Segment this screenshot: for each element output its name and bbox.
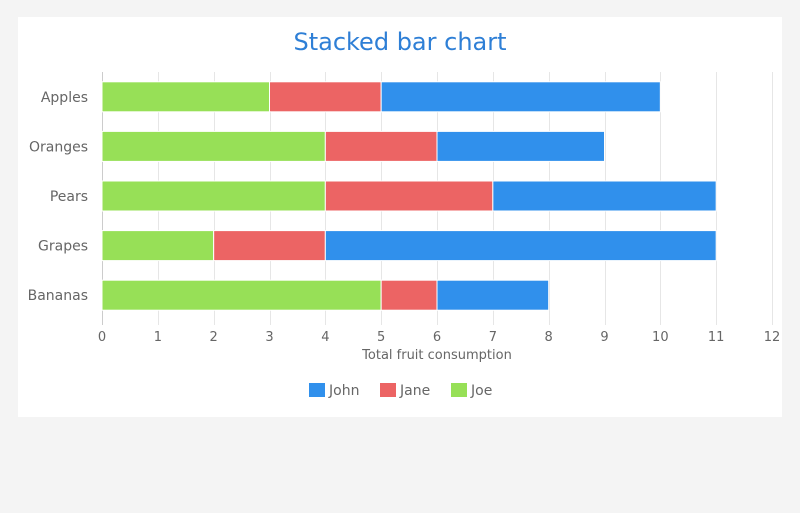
bar-john-oranges[interactable] — [436, 130, 605, 162]
bar-jane-oranges[interactable] — [324, 130, 438, 162]
legend-swatch-jane[interactable] — [380, 383, 396, 397]
x-tick-label: 1 — [154, 330, 162, 345]
x-tick-label: 2 — [210, 330, 218, 345]
x-tick-label: 3 — [265, 330, 273, 345]
x-tick-label: 9 — [600, 330, 608, 345]
category-label: Grapes — [38, 239, 88, 255]
chart-card: Stacked bar chart Apples Oranges Pears Grap… — [18, 17, 782, 417]
legend-label-jane[interactable]: Jane — [399, 383, 430, 399]
x-tick-label: 5 — [377, 330, 385, 345]
chart-title: Stacked bar chart — [293, 28, 506, 56]
x-tick-label: 7 — [489, 330, 497, 345]
bar-jane-grapes[interactable] — [213, 230, 326, 262]
category-labels: Apples Oranges Pears Grapes Bananas — [28, 90, 88, 304]
x-tick-label: 8 — [545, 330, 553, 345]
bar-jane-apples[interactable] — [269, 81, 382, 113]
x-tick-label: 4 — [321, 330, 329, 345]
x-tick-label: 10 — [652, 330, 669, 345]
legend: John Jane Joe — [309, 383, 492, 399]
x-tick-label: 6 — [433, 330, 441, 345]
x-tick-label: 11 — [708, 330, 725, 345]
category-label: Pears — [50, 189, 88, 205]
legend-label-joe[interactable]: Joe — [470, 383, 492, 399]
bars-layer — [101, 81, 717, 311]
legend-swatch-john[interactable] — [309, 383, 325, 397]
stacked-bar-chart: Stacked bar chart Apples Oranges Pears Grap… — [28, 28, 781, 399]
bar-john-apples[interactable] — [380, 81, 661, 113]
category-label: Oranges — [29, 139, 88, 155]
bar-john-grapes[interactable] — [324, 230, 717, 262]
legend-swatch-joe[interactable] — [451, 383, 467, 397]
x-tick-label: 12 — [764, 330, 781, 345]
bar-jane-pears[interactable] — [324, 180, 494, 212]
bar-joe-apples[interactable] — [101, 81, 270, 113]
category-label: Bananas — [28, 288, 88, 304]
bar-john-bananas[interactable] — [436, 279, 550, 311]
bar-jane-bananas[interactable] — [380, 279, 438, 311]
bar-joe-oranges[interactable] — [101, 130, 326, 162]
legend-label-john[interactable]: John — [328, 383, 359, 399]
category-label: Apples — [41, 90, 88, 106]
x-axis-title: Total fruit consumption — [361, 348, 512, 363]
bar-joe-grapes[interactable] — [101, 230, 215, 262]
bar-joe-pears[interactable] — [101, 180, 326, 212]
bar-john-pears[interactable] — [492, 180, 717, 212]
x-tick-label: 0 — [98, 330, 106, 345]
x-tick-labels: 0 1 2 3 4 5 6 7 8 9 10 11 12 — [98, 330, 780, 345]
bar-joe-bananas[interactable] — [101, 279, 382, 311]
